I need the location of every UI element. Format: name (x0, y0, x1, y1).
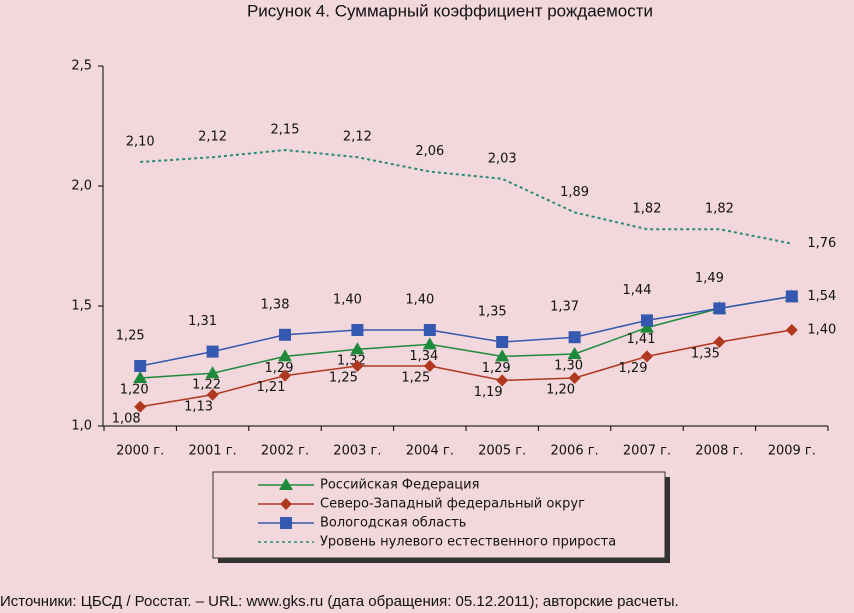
x-tick-label: 2001 г. (189, 444, 237, 459)
data-point (568, 331, 581, 344)
data-label: 1,40 (333, 293, 362, 308)
data-label: 1,37 (550, 300, 579, 315)
data-label: 1,54 (807, 289, 836, 304)
legend-marker (280, 498, 292, 510)
x-tick-label: 2000 г. (116, 444, 164, 459)
data-point (423, 324, 436, 336)
legend-marker (279, 478, 293, 490)
series-line (140, 148, 792, 245)
chart-title: Рисунок 4. Суммарный коэффициент рождаем… (247, 1, 653, 20)
x-tick-label: 2009 г. (768, 444, 816, 459)
data-point (640, 320, 654, 333)
data-point (423, 360, 436, 372)
data-point (351, 324, 364, 336)
data-point (785, 290, 798, 303)
data-point (134, 360, 147, 372)
data-label: 1,30 (554, 359, 583, 374)
data-label: 1,13 (184, 399, 213, 414)
data-point (641, 350, 653, 363)
x-tick-label: 2004 г. (406, 444, 454, 459)
data-label: 1,29 (482, 361, 511, 376)
data-point (641, 314, 653, 327)
data-label: 1,76 (807, 236, 836, 251)
data-point (206, 345, 219, 358)
x-tick-label: 2002 г. (261, 444, 309, 459)
data-point (495, 349, 510, 362)
series-line (140, 329, 792, 408)
data-label: 1,20 (546, 383, 575, 398)
data-label: 1,82 (705, 202, 734, 217)
data-point (567, 347, 582, 359)
data-label: 2,12 (343, 130, 372, 145)
data-label: 1,82 (633, 202, 662, 217)
series-line (140, 295, 792, 367)
series-line (140, 295, 792, 379)
data-point (713, 302, 726, 315)
data-point (279, 328, 291, 341)
x-tick-label: 2005 г. (478, 444, 526, 459)
x-tick-label: 2003 г. (333, 444, 381, 459)
data-label: 1,35 (691, 347, 720, 362)
data-label: 1,40 (807, 323, 836, 338)
data-label: 1,49 (695, 271, 724, 286)
data-point (278, 349, 292, 362)
data-label: 1,29 (619, 361, 648, 376)
data-label: 1,34 (409, 349, 438, 364)
x-tick-label: 2006 г. (551, 444, 599, 459)
data-label: 1,31 (188, 314, 217, 329)
data-point (568, 372, 581, 384)
data-point (351, 360, 364, 372)
data-label: 1,25 (116, 329, 145, 344)
y-tick-label: 1,5 (71, 299, 92, 314)
y-tick-label: 1,0 (71, 419, 92, 434)
data-point (785, 324, 798, 336)
data-label: 1,21 (257, 380, 286, 395)
legend-label: Северо-Западный федеральный округ (320, 497, 585, 512)
data-point (205, 366, 220, 379)
data-point (496, 374, 509, 387)
data-label: 1,40 (405, 293, 434, 308)
data-point (496, 336, 509, 348)
data-label: 1,89 (560, 185, 589, 200)
legend-label: Вологодская область (320, 516, 466, 531)
y-tick-label: 2,5 (71, 59, 92, 74)
data-label: 2,15 (271, 123, 300, 138)
data-label: 2,03 (488, 151, 517, 166)
legend-label: Российская Федерация (320, 478, 479, 493)
source-note: Источники: ЦБСД / Росстат. – URL: www.gk… (0, 593, 679, 610)
data-label: 1,22 (192, 378, 221, 393)
data-label: 1,41 (627, 332, 656, 347)
data-label: 1,44 (623, 283, 652, 298)
data-label: 2,10 (126, 135, 155, 150)
data-point (713, 336, 726, 348)
legend-label: Уровень нулевого естественного прироста (320, 535, 616, 550)
data-label: 1,20 (120, 383, 149, 398)
data-point (279, 369, 291, 382)
data-label: 1,38 (261, 297, 290, 312)
data-point (133, 371, 148, 383)
x-tick-label: 2007 г. (623, 444, 671, 459)
data-label: 1,25 (329, 371, 358, 386)
data-label: 2,12 (198, 130, 227, 145)
data-label: 1,29 (265, 361, 294, 376)
data-point (134, 400, 147, 413)
data-point (422, 337, 437, 350)
y-tick-label: 2,0 (71, 179, 92, 194)
data-label: 1,25 (401, 371, 430, 386)
data-label: 1,19 (474, 385, 503, 400)
data-label: 1,08 (112, 411, 141, 426)
data-label: 1,35 (478, 305, 507, 320)
data-point (350, 342, 365, 355)
data-label: 2,06 (415, 144, 444, 159)
data-point (206, 388, 219, 401)
legend-marker (280, 517, 292, 529)
x-tick-label: 2008 г. (695, 444, 743, 459)
